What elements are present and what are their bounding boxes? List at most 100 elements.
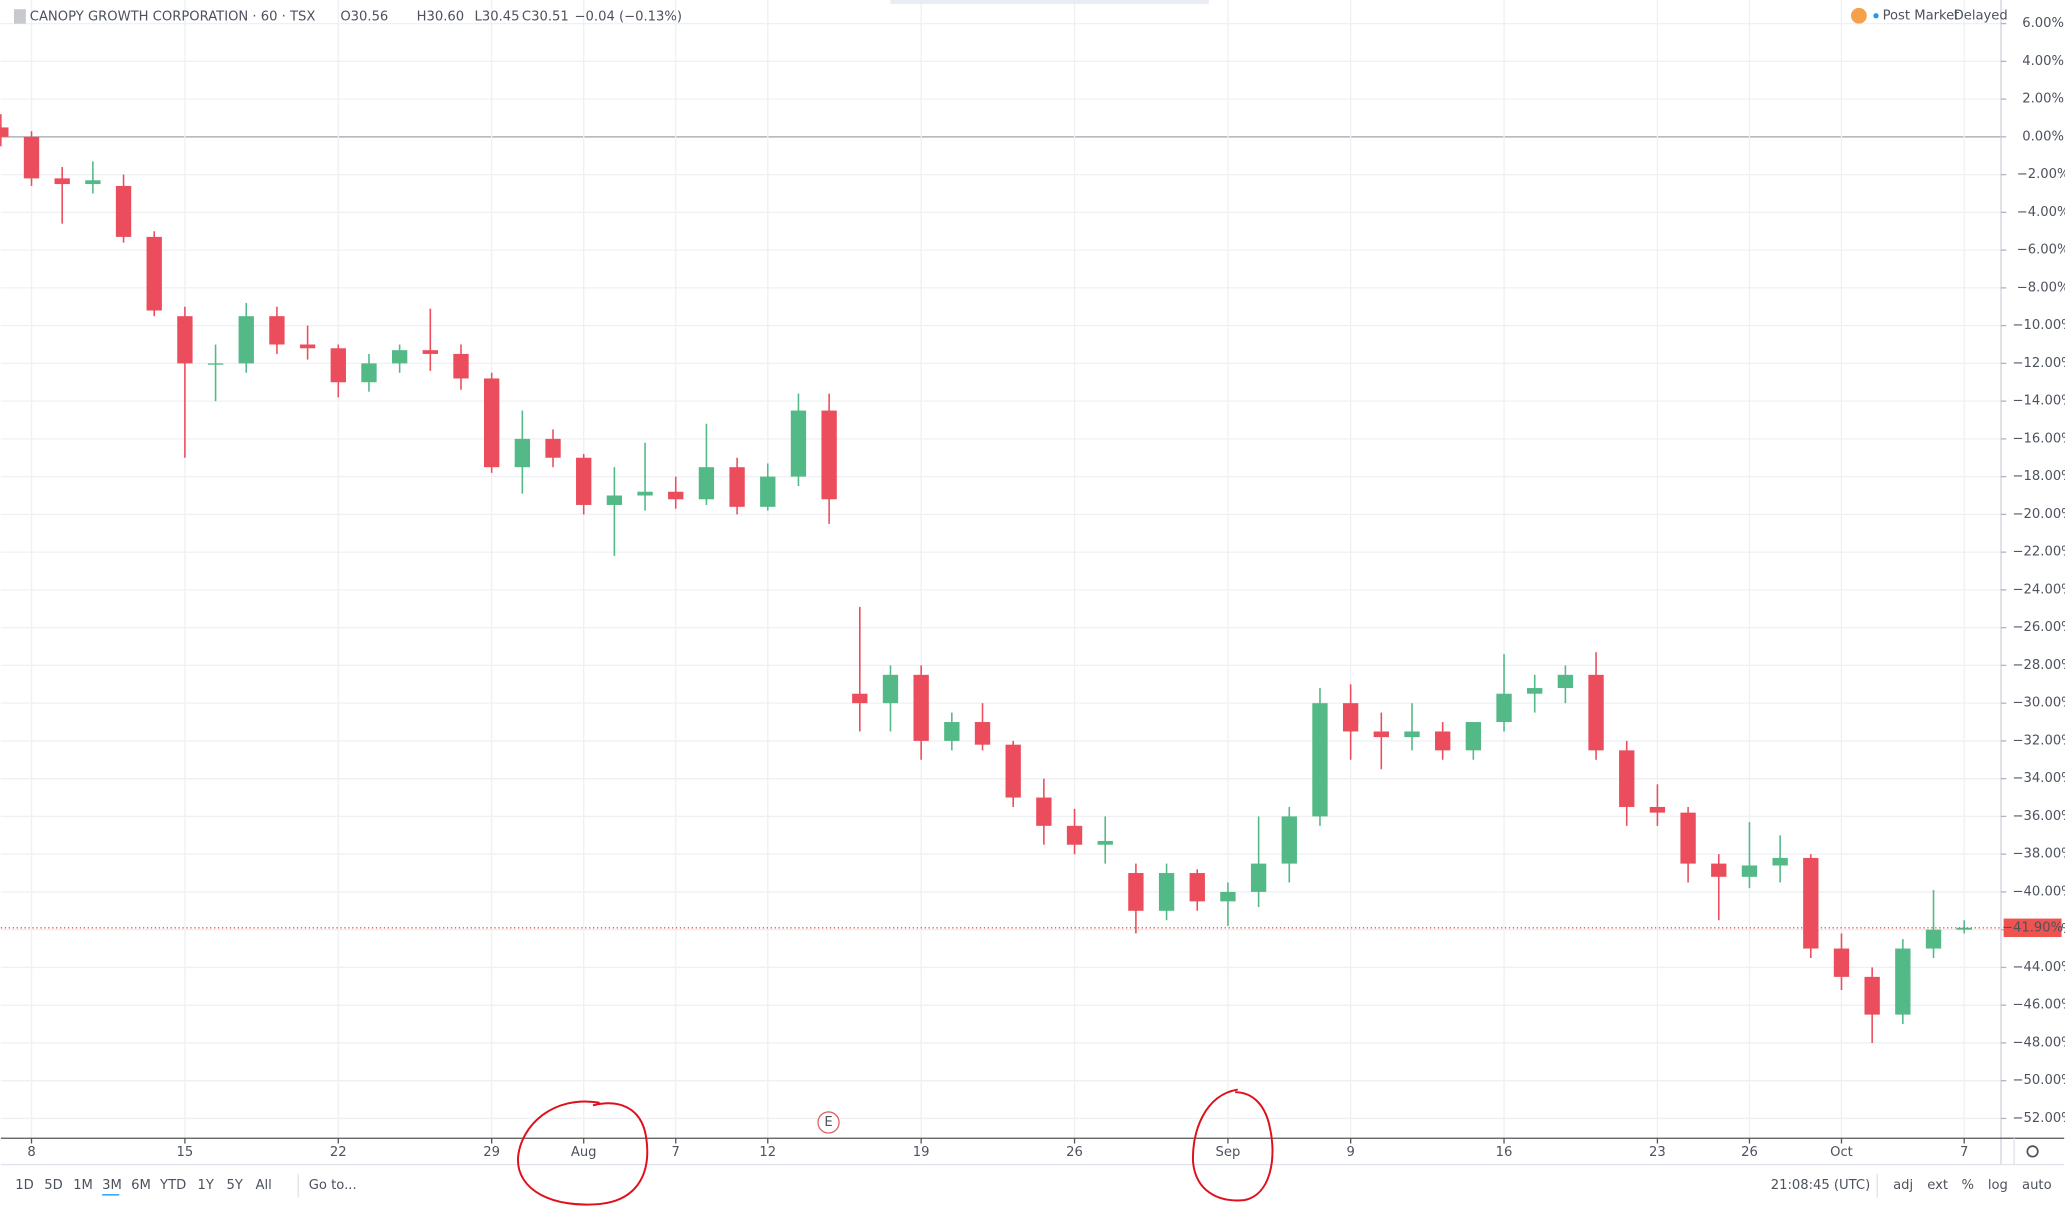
candle-body: [1189, 873, 1205, 902]
y-tick-label: −40.00%: [2013, 884, 2065, 899]
settings-icon[interactable]: [2026, 1145, 2039, 1158]
candle-body: [1342, 703, 1359, 732]
x-tick-label: Sep: [1216, 1145, 1241, 1160]
y-tick-label: −10.00%: [2013, 318, 2065, 333]
annotation-circle: [516, 1100, 649, 1206]
y-tick-label: −26.00%: [2013, 620, 2065, 635]
candle-body: [1250, 863, 1267, 892]
last-price-box: [2003, 918, 2062, 937]
candles: [0, 114, 1972, 1043]
candle-body: [698, 467, 715, 500]
range-button[interactable]: 6M: [131, 1178, 151, 1193]
x-tick-label: 12: [759, 1145, 776, 1160]
y-tick-label: −4.00%: [2017, 205, 2065, 220]
ohlc-change: −0.04 (−0.13%): [575, 10, 682, 25]
candle-body: [852, 693, 868, 704]
range-button[interactable]: 1M: [73, 1178, 93, 1193]
y-tick-label: −36.00%: [2013, 809, 2065, 824]
toolbar: 1D 5D 1M 3M 6M YTD 1Y 5Y All Go to... 21:08:45 (UT…: [15, 1173, 2052, 1198]
candle-body: [361, 363, 377, 383]
status-icon: [1850, 7, 1867, 24]
candle-body: [821, 410, 837, 500]
last-price-label: −41.90%: [2002, 920, 2063, 935]
candle-body: [545, 438, 561, 458]
candle-body: [1680, 812, 1696, 864]
x-tick-label: 22: [330, 1145, 347, 1160]
x-tick-label: 7: [672, 1145, 680, 1160]
candle-body: [330, 348, 346, 383]
candle-body: [238, 316, 254, 364]
post-market: Post Market: [1883, 8, 1960, 23]
y-tick-label: 2.00%: [2022, 92, 2064, 107]
earnings-marker[interactable]: [817, 1111, 840, 1134]
x-tick-label: Aug: [571, 1145, 597, 1160]
candle-body: [1833, 948, 1850, 977]
x-tick-label: 29: [483, 1145, 500, 1160]
y-tick-label: 6.00%: [2022, 16, 2064, 31]
candle-body: [1158, 873, 1175, 911]
y-tick-label: −24.00%: [2013, 582, 2065, 597]
y-tick-label: −18.00%: [2013, 469, 2065, 484]
candle-body: [1404, 731, 1420, 738]
option-button[interactable]: auto: [2022, 1178, 2052, 1193]
x-tick-label: 26: [1741, 1145, 1758, 1160]
candle-body: [1312, 703, 1328, 817]
option-button[interactable]: ext: [1927, 1178, 1948, 1193]
y-tick-label: −48.00%: [2013, 1035, 2065, 1050]
x-tick-label: 8: [27, 1145, 35, 1160]
option-button[interactable]: log: [1988, 1178, 2008, 1193]
option-button[interactable]: adj: [1893, 1178, 1913, 1193]
candle-body: [1956, 927, 1972, 930]
y-tick-label: −46.00%: [2013, 998, 2065, 1013]
candle-body: [1588, 674, 1604, 751]
candle-body: [0, 127, 9, 137]
goto-button[interactable]: Go to...: [309, 1178, 357, 1193]
ohlc-low: L30.45: [475, 10, 520, 25]
ohlc-close: C30.51: [522, 10, 569, 25]
y-tick-label: −12.00%: [2013, 356, 2065, 371]
x-tick-label: 15: [177, 1145, 194, 1160]
range-button[interactable]: 5D: [44, 1178, 62, 1193]
option-button[interactable]: %: [1962, 1178, 1975, 1193]
x-tick-label: Oct: [1830, 1145, 1853, 1160]
candle-body: [1435, 731, 1451, 751]
x-tick-label: 7: [1960, 1145, 1968, 1160]
range-button[interactable]: All: [255, 1178, 271, 1193]
x-tick-label: 26: [1066, 1145, 1083, 1160]
earnings-label[interactable]: E: [824, 1115, 832, 1130]
candle-body: [1895, 948, 1911, 1015]
candle-body: [576, 457, 592, 505]
y-tick-label: −14.00%: [2013, 394, 2065, 409]
candle-body: [115, 185, 132, 237]
y-tick-label: 4.00%: [2022, 54, 2064, 69]
candle-body: [913, 674, 929, 741]
range-button[interactable]: 5Y: [227, 1178, 244, 1193]
y-tick-label: −50.00%: [2013, 1073, 2065, 1088]
candle-body: [974, 722, 991, 745]
x-tick-label: 9: [1346, 1145, 1354, 1160]
candle-body: [1281, 816, 1297, 864]
candle-body: [760, 476, 776, 507]
candle-body: [1527, 688, 1543, 694]
range-button[interactable]: 1D: [15, 1178, 33, 1193]
candle-body: [1465, 722, 1482, 751]
range-button[interactable]: YTD: [159, 1178, 186, 1193]
candle-body: [177, 316, 193, 364]
candle-body: [1741, 865, 1758, 877]
y-tick-label: −22.00%: [2013, 545, 2065, 560]
candle-body: [299, 344, 316, 349]
ohlc-open: O30.56: [340, 10, 388, 25]
range-button[interactable]: 3M: [102, 1178, 122, 1193]
candle-body: [1557, 674, 1574, 689]
candle-body: [514, 438, 531, 468]
y-tick-label: −52.00%: [2013, 1111, 2065, 1126]
candle-body: [944, 722, 960, 741]
y-tick-label: −6.00%: [2017, 243, 2065, 258]
candle-body: [1373, 731, 1389, 738]
y-tick-label: −34.00%: [2013, 771, 2065, 786]
annotation-circle: [1192, 1088, 1274, 1202]
candle-body: [207, 363, 224, 365]
range-button[interactable]: 1Y: [198, 1178, 215, 1193]
candle-body: [1128, 873, 1144, 911]
